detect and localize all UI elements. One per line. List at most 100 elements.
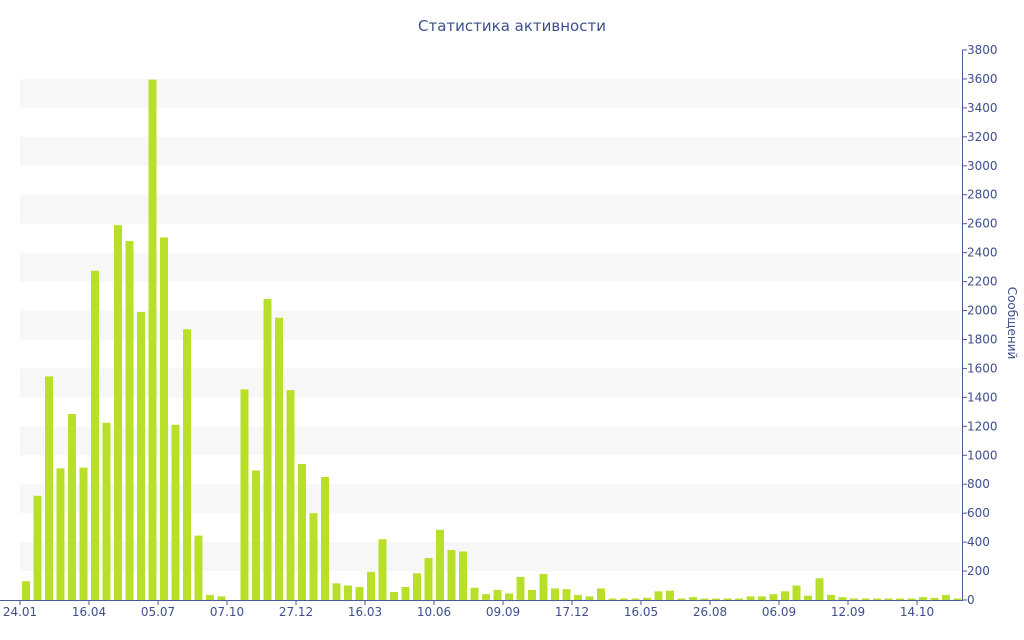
y-tick-label: 800 xyxy=(967,477,990,491)
bar xyxy=(378,539,387,600)
bar xyxy=(723,598,732,600)
y-tick-label: 3400 xyxy=(967,101,998,115)
bar xyxy=(91,270,99,600)
y-tick-label: 600 xyxy=(967,506,990,520)
y-tick-label: 3800 xyxy=(967,43,998,57)
bar xyxy=(68,414,76,600)
bar xyxy=(102,422,111,600)
bar xyxy=(459,551,467,600)
bar xyxy=(608,598,617,600)
bar xyxy=(22,581,30,600)
y-tick-label: 3600 xyxy=(967,72,998,86)
bar xyxy=(620,598,628,600)
bar xyxy=(953,598,962,600)
x-tick-label: 14.10 xyxy=(900,605,934,619)
y-tick-label: 200 xyxy=(967,564,990,578)
x-tick-label: 05.07 xyxy=(141,605,175,619)
bar xyxy=(700,598,709,600)
bar xyxy=(286,390,295,600)
x-tick-label: 07.10 xyxy=(210,605,244,619)
bar xyxy=(815,578,824,600)
y-tick-label: 2600 xyxy=(967,217,998,231)
x-tick-label: 27.12 xyxy=(279,605,313,619)
bar xyxy=(321,476,329,600)
grid-band xyxy=(20,310,960,340)
x-tick-label: 26.08 xyxy=(693,605,727,619)
bar xyxy=(861,598,870,600)
bar xyxy=(792,585,801,600)
bar xyxy=(148,79,157,601)
bar xyxy=(735,598,743,600)
y-tick-label: 1600 xyxy=(967,361,998,375)
bar xyxy=(712,598,720,600)
bar xyxy=(850,598,858,600)
bar xyxy=(171,424,180,600)
grid-bands xyxy=(20,78,960,572)
bar xyxy=(401,586,410,600)
bar xyxy=(217,596,226,600)
x-tick-label: 16.03 xyxy=(348,605,382,619)
x-tick-label: 09.09 xyxy=(486,605,520,619)
x-tick-label: 17.12 xyxy=(555,605,589,619)
bar xyxy=(493,589,502,600)
bar xyxy=(585,596,594,600)
bar xyxy=(919,597,927,600)
bar xyxy=(539,573,548,600)
bar xyxy=(689,597,697,600)
x-tick-label: 10.06 xyxy=(417,605,451,619)
bar xyxy=(838,597,847,600)
bar xyxy=(183,329,191,600)
grid-band xyxy=(20,136,960,166)
bar xyxy=(574,594,582,600)
bar xyxy=(45,376,53,600)
bar xyxy=(447,550,456,600)
bar xyxy=(309,513,318,600)
y-tick-label: 2000 xyxy=(967,304,998,318)
bar xyxy=(332,583,341,600)
y-tick-label: 3000 xyxy=(967,159,998,173)
bar xyxy=(137,311,145,600)
bar xyxy=(746,596,755,600)
bar xyxy=(781,591,789,600)
x-axis-ticks: 24.01 16.04 05.07 07.10 27.12 16.03 10.06 09.09… xyxy=(3,600,934,619)
bar xyxy=(631,598,640,600)
bar xyxy=(942,594,950,600)
bar xyxy=(390,592,398,600)
bar xyxy=(125,241,134,601)
bar-series xyxy=(22,79,962,601)
x-tick-label: 24.01 xyxy=(3,605,37,619)
bar xyxy=(56,468,65,600)
bar xyxy=(436,529,444,600)
y-tick-label: 1000 xyxy=(967,448,998,462)
bar xyxy=(298,463,306,600)
bar xyxy=(551,588,559,600)
bar xyxy=(114,225,122,600)
x-tick-label: 16.04 xyxy=(72,605,106,619)
bar xyxy=(677,598,686,600)
bar xyxy=(769,594,778,600)
x-tick-label: 06.09 xyxy=(762,605,796,619)
bar xyxy=(528,589,536,600)
bar xyxy=(562,589,571,600)
bar xyxy=(206,594,214,600)
bar xyxy=(240,389,249,600)
bar xyxy=(873,598,881,600)
bar xyxy=(344,585,352,600)
x-tick-label: 16.05 xyxy=(624,605,658,619)
bar xyxy=(804,595,812,600)
bar xyxy=(597,588,605,600)
bar xyxy=(355,586,364,600)
y-tick-label: 2400 xyxy=(967,246,998,260)
y-tick-label: 1200 xyxy=(967,419,998,433)
bar xyxy=(505,593,513,600)
bar xyxy=(160,237,168,600)
grid-band xyxy=(20,78,960,108)
y-tick-label: 2200 xyxy=(967,275,998,289)
bar xyxy=(643,597,651,600)
bar xyxy=(470,587,479,600)
y-tick-label: 400 xyxy=(967,535,990,549)
bar xyxy=(252,470,260,600)
y-axis-ticks: 0 200 400 600 800 1000 1200 1400 1600 1800 2000 220… xyxy=(962,43,998,607)
y-tick-label: 3200 xyxy=(967,130,998,144)
